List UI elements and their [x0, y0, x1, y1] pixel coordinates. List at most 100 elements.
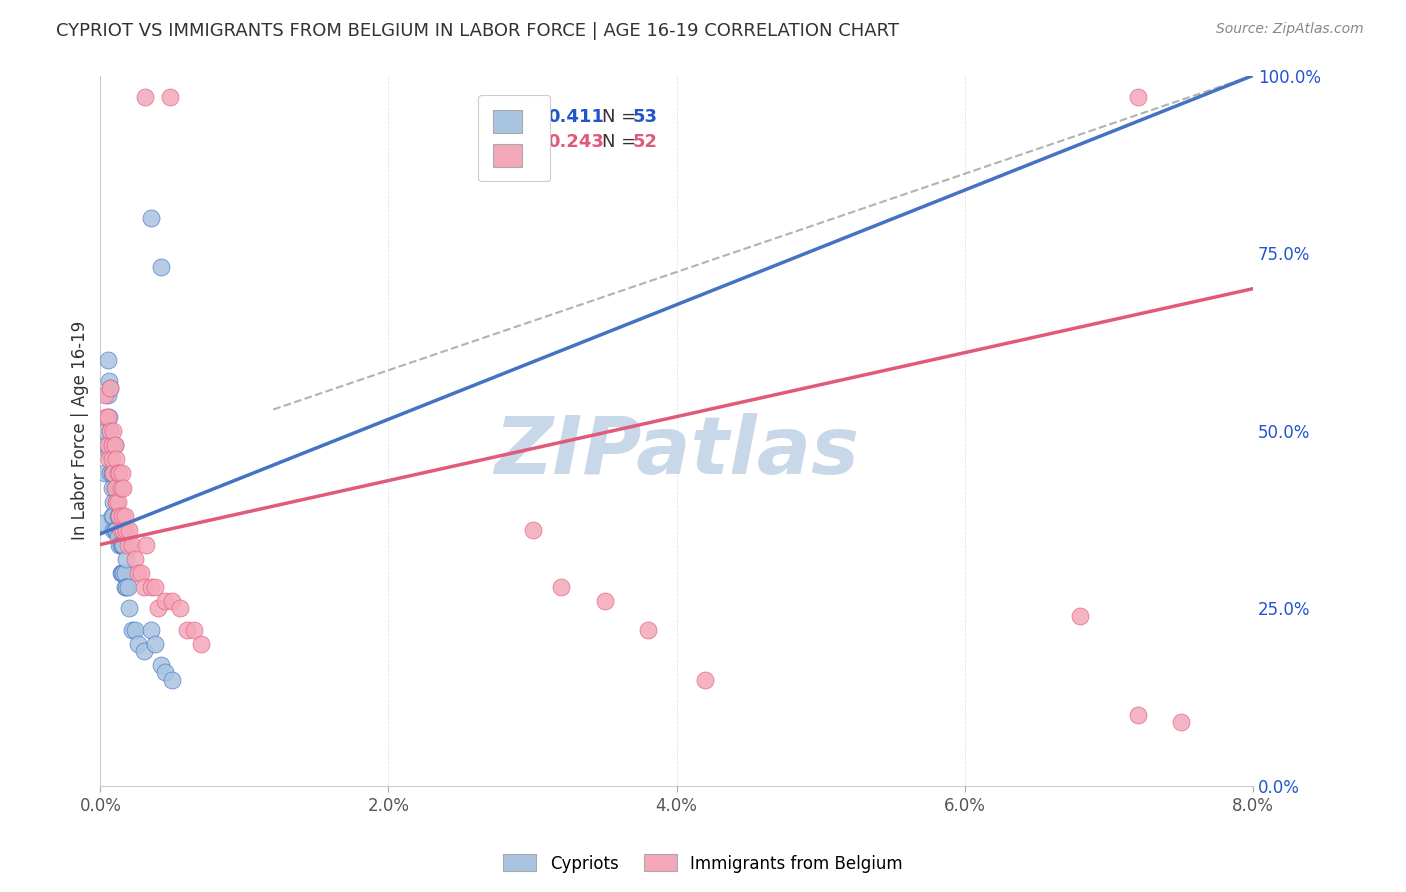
Point	[101, 438, 124, 452]
Point	[101, 481, 124, 495]
Point	[143, 580, 166, 594]
Point	[132, 580, 155, 594]
Point	[105, 495, 128, 509]
Point	[124, 551, 146, 566]
Point	[103, 467, 125, 481]
Point	[94, 424, 117, 438]
Point	[118, 524, 141, 538]
Point	[107, 467, 129, 481]
Point	[100, 424, 122, 438]
Text: 0.411: 0.411	[547, 108, 605, 126]
Point	[132, 644, 155, 658]
Point	[100, 381, 122, 395]
Point	[103, 467, 125, 481]
Point	[107, 495, 129, 509]
Y-axis label: In Labor Force | Age 16-19: In Labor Force | Age 16-19	[72, 321, 89, 541]
Point	[129, 566, 152, 580]
Point	[104, 438, 127, 452]
Point	[101, 467, 124, 481]
Point	[162, 594, 184, 608]
Text: Source: ZipAtlas.com: Source: ZipAtlas.com	[1216, 22, 1364, 37]
Point	[112, 566, 135, 580]
Point	[96, 438, 118, 452]
Point	[110, 566, 132, 580]
Point	[107, 481, 129, 495]
Point	[183, 623, 205, 637]
Point	[637, 623, 659, 637]
Point	[93, 388, 115, 402]
Point	[111, 509, 134, 524]
Point	[96, 409, 118, 424]
Point	[153, 665, 176, 680]
Point	[522, 524, 544, 538]
Point	[101, 452, 124, 467]
Point	[127, 637, 149, 651]
Point	[103, 509, 125, 524]
Point	[111, 566, 134, 580]
Point	[118, 601, 141, 615]
Point	[104, 524, 127, 538]
Point	[108, 467, 131, 481]
Point	[1069, 608, 1091, 623]
Point	[105, 524, 128, 538]
Point	[98, 452, 121, 467]
Point	[139, 211, 162, 225]
Point	[110, 481, 132, 495]
Point	[115, 580, 138, 594]
Point	[101, 438, 124, 452]
Point	[91, 516, 114, 531]
Point	[111, 467, 134, 481]
Point	[108, 537, 131, 551]
Point	[110, 537, 132, 551]
Point	[162, 673, 184, 687]
Point	[159, 90, 181, 104]
Point	[695, 673, 717, 687]
Point	[550, 580, 572, 594]
Point	[101, 509, 124, 524]
Point	[1126, 708, 1149, 723]
Point	[100, 424, 122, 438]
Point	[108, 509, 131, 524]
Legend: Cypriots, Immigrants from Belgium: Cypriots, Immigrants from Belgium	[496, 847, 910, 880]
Point	[105, 495, 128, 509]
Text: N =: N =	[602, 108, 641, 126]
Point	[112, 524, 135, 538]
Point	[115, 524, 138, 538]
Text: CYPRIOT VS IMMIGRANTS FROM BELGIUM IN LABOR FORCE | AGE 16-19 CORRELATION CHART: CYPRIOT VS IMMIGRANTS FROM BELGIUM IN LA…	[56, 22, 900, 40]
Point	[127, 566, 149, 580]
Point	[96, 388, 118, 402]
Point	[143, 637, 166, 651]
Point	[96, 352, 118, 367]
Point	[139, 580, 162, 594]
Legend: , : ,	[478, 95, 550, 181]
Point	[117, 537, 139, 551]
Point	[103, 524, 125, 538]
Point	[121, 537, 143, 551]
Text: R =: R =	[509, 108, 554, 126]
Point	[98, 409, 121, 424]
Point	[124, 623, 146, 637]
Point	[111, 537, 134, 551]
Text: 53: 53	[633, 108, 658, 126]
Point	[190, 637, 212, 651]
Point	[1170, 715, 1192, 730]
Point	[93, 467, 115, 481]
Point	[153, 594, 176, 608]
Point	[98, 374, 121, 388]
Point	[104, 481, 127, 495]
Point	[114, 509, 136, 524]
Point	[94, 409, 117, 424]
Point	[115, 551, 138, 566]
Point	[105, 452, 128, 467]
Text: N =: N =	[602, 133, 641, 151]
Point	[139, 623, 162, 637]
Point	[114, 566, 136, 580]
Point	[100, 467, 122, 481]
Point	[103, 495, 125, 509]
Point	[104, 438, 127, 452]
Point	[134, 90, 156, 104]
Point	[114, 580, 136, 594]
Point	[121, 623, 143, 637]
Point	[103, 424, 125, 438]
Point	[100, 381, 122, 395]
